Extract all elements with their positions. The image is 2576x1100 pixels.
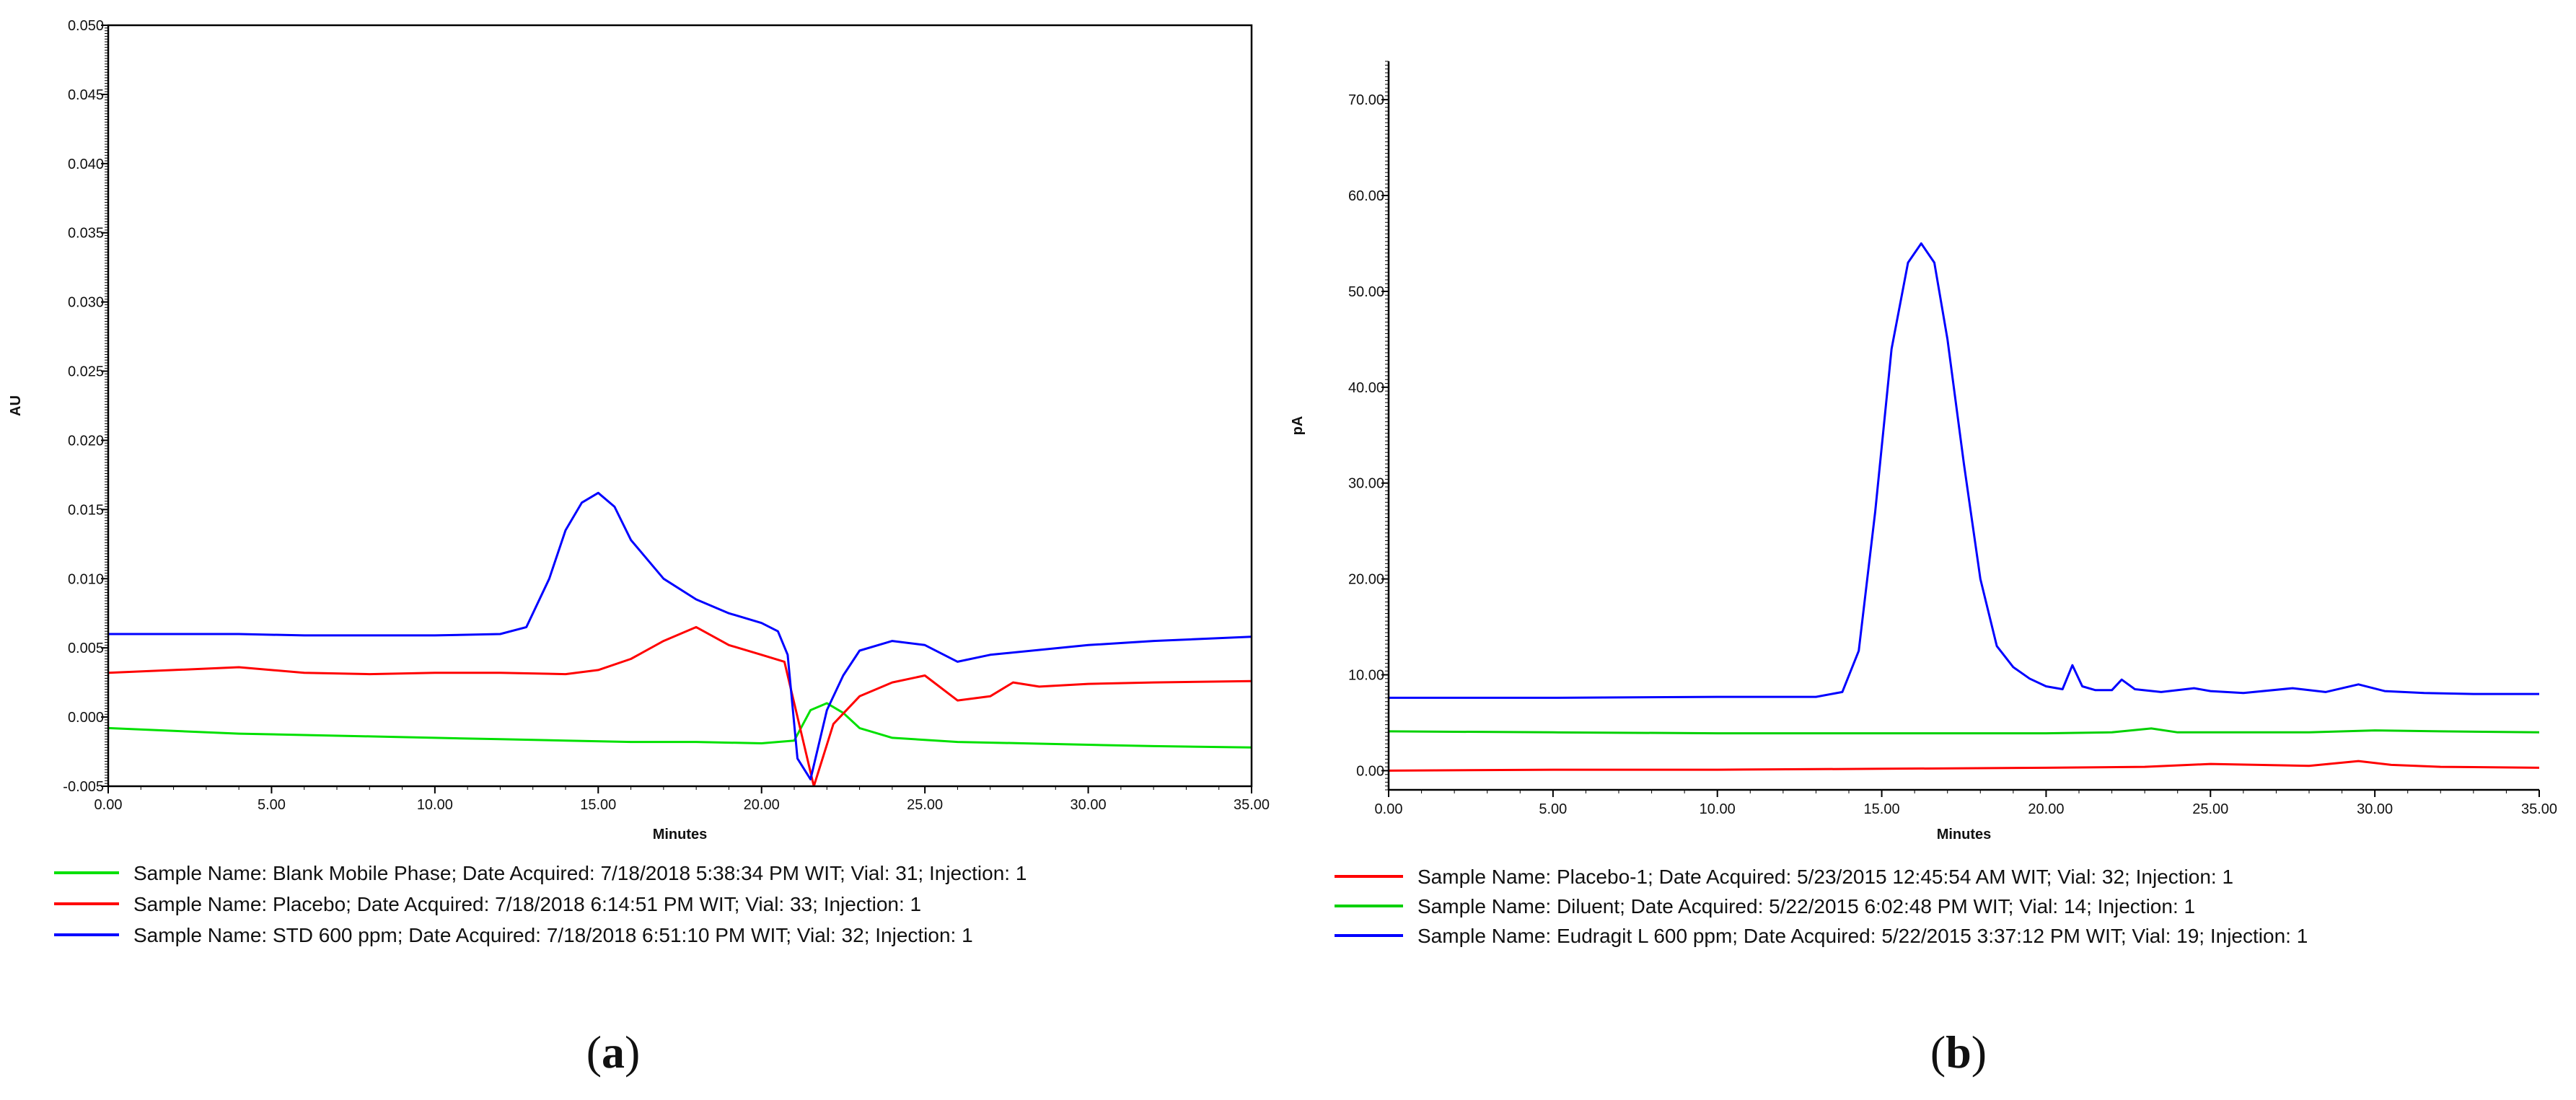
panel-label-close: ) <box>1971 1026 1987 1078</box>
series-group <box>108 491 1252 786</box>
legend-entry-1: Sample Name: Placebo-1; Date Acquired: 5… <box>1417 866 2233 888</box>
x-axis-title: Minutes <box>653 827 708 842</box>
x-tick-label: 35.00 <box>1234 797 1270 813</box>
series-line-2 <box>108 625 1252 786</box>
series-line-1 <box>1389 760 2539 772</box>
y-tick-label: 0.020 <box>68 433 104 449</box>
y-tick-label: 60.00 <box>1348 188 1384 204</box>
y-axis-title: AU <box>8 395 24 416</box>
y-tick-label: 0.005 <box>68 641 104 656</box>
y-tick-label: 0.040 <box>68 157 104 172</box>
x-tick-label: 0.00 <box>94 797 123 813</box>
y-tick-label: 0.010 <box>68 571 104 587</box>
y-axis-title: pA <box>1290 416 1306 436</box>
x-tick-label: 35.00 <box>2521 801 2557 817</box>
x-tick-label: 5.00 <box>258 797 286 813</box>
y-tick-label: 0.015 <box>68 502 104 518</box>
panel-label-close: ) <box>625 1026 640 1078</box>
y-tick-label: 0.030 <box>68 295 104 311</box>
panel-label-letter: b <box>1946 1026 1971 1078</box>
panel-label-letter: a <box>602 1026 625 1078</box>
y-tick-label: 40.00 <box>1348 380 1384 396</box>
panel-label-open: ( <box>586 1026 602 1078</box>
panel-label: (a) <box>586 1026 641 1078</box>
x-tick-label: 20.00 <box>744 797 780 813</box>
x-tick-label: 10.00 <box>1700 801 1736 817</box>
y-tick-label: 70.00 <box>1348 92 1384 108</box>
y-tick-label: 0.025 <box>68 364 104 380</box>
legend-entry-2: Sample Name: Diluent; Date Acquired: 5/2… <box>1417 895 2195 918</box>
x-tick-label: 15.00 <box>1864 801 1900 817</box>
series-line-3 <box>1389 242 2539 699</box>
x-tick-label: 30.00 <box>1071 797 1107 813</box>
series-line-3 <box>108 491 1252 780</box>
legend-entry-2: Sample Name: Placebo; Date Acquired: 7/1… <box>133 893 921 915</box>
y-tick-label: 20.00 <box>1348 572 1384 588</box>
x-tick-label: 20.00 <box>2028 801 2064 817</box>
y-tick-label: 50.00 <box>1348 284 1384 300</box>
legend-entry-1: Sample Name: Blank Mobile Phase; Date Ac… <box>133 862 1027 884</box>
legend: Sample Name: Placebo-1; Date Acquired: 5… <box>1335 866 2308 947</box>
x-tick-label: 10.00 <box>417 797 453 813</box>
y-tick-label: 0.000 <box>68 710 104 726</box>
series-group <box>1389 242 2539 772</box>
x-axis-title: Minutes <box>1937 827 1992 842</box>
x-tick-label: 25.00 <box>907 797 943 813</box>
x-tick-label: 30.00 <box>2357 801 2393 817</box>
x-tick-label: 25.00 <box>2192 801 2228 817</box>
legend-entry-3: Sample Name: Eudragit L 600 ppm; Date Ac… <box>1417 925 2308 947</box>
series-line-1 <box>108 702 1252 749</box>
panel-label-open: ( <box>1930 1026 1946 1078</box>
panel-label: (b) <box>1930 1026 1987 1078</box>
y-tick-label: 0.050 <box>68 18 104 34</box>
series-line-2 <box>1389 727 2539 735</box>
legend-entry-3: Sample Name: STD 600 ppm; Date Acquired:… <box>133 924 973 946</box>
y-tick-label: -0.005 <box>63 779 104 795</box>
y-tick-label: 30.00 <box>1348 476 1384 492</box>
chart-panel-b: 0.00 10.00 20.00 30.00 40.00 50.00 60.00 70.00 0… <box>1290 61 2557 1078</box>
y-tick-label: 0.035 <box>68 226 104 242</box>
x-tick-label: 15.00 <box>580 797 616 813</box>
plot-frame <box>107 24 1253 788</box>
y-tick-label: 0.00 <box>1356 763 1384 779</box>
x-tick-label: 5.00 <box>1539 801 1567 817</box>
y-tick-label: 0.045 <box>68 87 104 103</box>
legend: Sample Name: Blank Mobile Phase; Date Ac… <box>54 862 1027 946</box>
y-tick-label: 10.00 <box>1348 668 1384 684</box>
x-tick-label: 0.00 <box>1375 801 1403 817</box>
chart-panel-a: -0.005 0.000 0.005 0.010 0.015 0.020 0.025 0.03… <box>8 18 1270 1078</box>
